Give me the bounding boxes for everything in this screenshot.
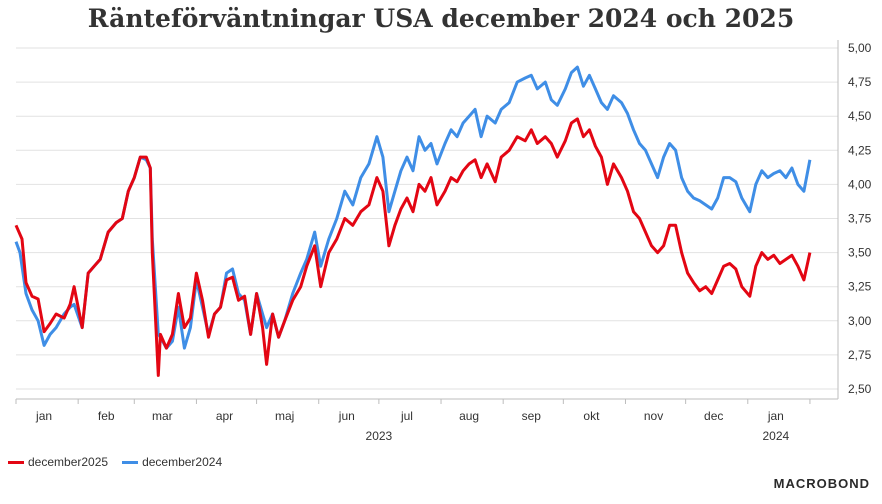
y-tick-label: 3,75 xyxy=(848,212,872,226)
tick-labels: 5,00 4,75 4,50 4,25 4,00 3,75 3,50 3,25 3,00 2,75… xyxy=(35,41,872,443)
y-tick-label: 2,75 xyxy=(848,348,872,362)
x-tick-label: maj xyxy=(275,409,294,423)
line-chart: 5,00 4,75 4,50 4,25 4,00 3,75 3,50 3,25 3,00 2,75… xyxy=(14,40,872,443)
legend-swatch-blue xyxy=(122,460,139,464)
x-tick-label: nov xyxy=(644,409,663,423)
grid-lines xyxy=(16,47,838,390)
chart-title: Ränteförväntningar USA december 2024 och… xyxy=(87,4,795,33)
series-lines xyxy=(14,65,812,377)
y-tick-label: 3,50 xyxy=(848,246,872,260)
y-tick-label: 4,25 xyxy=(848,143,872,157)
y-tick-label: 2,50 xyxy=(848,382,872,396)
y-tick-label: 4,50 xyxy=(848,109,872,123)
x-tick-label: jan xyxy=(767,409,784,423)
x-tick-label: okt xyxy=(583,409,600,423)
x-year-label: 2023 xyxy=(366,429,393,443)
x-tick-label: aug xyxy=(459,409,479,423)
y-tick-label: 4,75 xyxy=(848,75,872,89)
macrobond-logo: MACROBOND xyxy=(773,476,870,491)
y-tick-label: 3,00 xyxy=(848,314,872,328)
x-tick-label: mar xyxy=(152,409,173,423)
x-year-label: 2024 xyxy=(762,429,789,443)
x-tick-label: jan xyxy=(35,409,52,423)
x-tick-label: jun xyxy=(338,409,355,423)
x-tick-label: feb xyxy=(98,409,115,423)
y-tick-label: 5,00 xyxy=(848,41,872,55)
legend-item-december2025: december2025 xyxy=(8,455,108,469)
series-line-december2025 xyxy=(14,117,812,377)
legend-swatch-red xyxy=(8,460,24,464)
y-tick-label: 3,25 xyxy=(848,280,872,294)
x-tick-label: sep xyxy=(522,409,542,423)
legend: december2025 december2024 xyxy=(8,455,222,469)
axes xyxy=(15,40,839,404)
legend-label: december2025 xyxy=(28,455,109,469)
x-tick-label: apr xyxy=(216,409,233,423)
legend-label: december2024 xyxy=(142,455,223,469)
x-tick-label: jul xyxy=(400,409,413,423)
legend-item-december2024: december2024 xyxy=(122,455,222,469)
y-tick-label: 4,00 xyxy=(848,177,872,191)
x-tick-label: dec xyxy=(704,409,723,423)
